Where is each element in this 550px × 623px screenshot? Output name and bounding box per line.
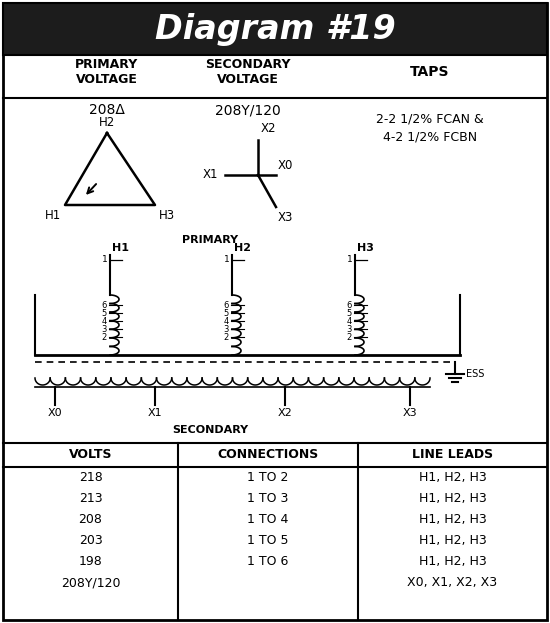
Text: SECONDARY: SECONDARY	[172, 425, 248, 435]
Text: 2: 2	[102, 333, 107, 341]
Text: 198: 198	[79, 555, 102, 568]
Text: 1 TO 5: 1 TO 5	[248, 534, 289, 547]
Text: H1, H2, H3: H1, H2, H3	[419, 534, 486, 547]
Text: H2: H2	[234, 243, 251, 253]
Text: H1, H2, H3: H1, H2, H3	[419, 555, 486, 568]
Text: SECONDARY
VOLTAGE: SECONDARY VOLTAGE	[205, 58, 291, 86]
Bar	[3, 3, 547, 55]
Text: X1: X1	[148, 408, 162, 418]
Text: Diagram #19: Diagram #19	[155, 12, 395, 45]
Text: H1, H2, H3: H1, H2, H3	[419, 471, 486, 484]
Text: 208: 208	[79, 513, 102, 526]
Text: 4: 4	[346, 316, 352, 325]
Text: H3: H3	[357, 243, 374, 253]
Text: H1: H1	[112, 243, 129, 253]
Text: 2-2 1/2% FCAN &
4-2 1/2% FCBN: 2-2 1/2% FCAN & 4-2 1/2% FCBN	[376, 113, 484, 143]
Text: LINE LEADS: LINE LEADS	[412, 449, 493, 462]
Text: H1, H2, H3: H1, H2, H3	[419, 492, 486, 505]
Text: H1: H1	[45, 209, 61, 222]
Text: 6: 6	[102, 300, 107, 310]
Text: 3: 3	[224, 325, 229, 333]
Text: 4: 4	[102, 316, 107, 325]
Text: H1, H2, H3: H1, H2, H3	[419, 513, 486, 526]
Text: 5: 5	[224, 308, 229, 318]
Text: ESS: ESS	[466, 369, 485, 379]
Text: 208Y/120: 208Y/120	[215, 103, 281, 117]
Text: TAPS: TAPS	[410, 65, 450, 79]
Text: 6: 6	[224, 300, 229, 310]
Text: 1: 1	[102, 255, 108, 265]
Text: H3: H3	[159, 209, 175, 222]
Text: 3: 3	[102, 325, 107, 333]
Text: 203: 203	[79, 534, 102, 547]
Text: 6: 6	[346, 300, 352, 310]
Text: 1 TO 6: 1 TO 6	[248, 555, 289, 568]
Text: CONNECTIONS: CONNECTIONS	[217, 449, 318, 462]
Text: 208Y/120: 208Y/120	[60, 576, 120, 589]
Text: 1 TO 2: 1 TO 2	[248, 471, 289, 484]
Text: 213: 213	[79, 492, 102, 505]
Text: H2: H2	[99, 116, 115, 129]
Text: X0: X0	[48, 408, 62, 418]
Text: 1 TO 3: 1 TO 3	[248, 492, 289, 505]
Text: 3: 3	[346, 325, 352, 333]
Text: 1 TO 4: 1 TO 4	[248, 513, 289, 526]
Text: X3: X3	[403, 408, 417, 418]
Text: PRIMARY
VOLTAGE: PRIMARY VOLTAGE	[75, 58, 139, 86]
Text: X3: X3	[278, 211, 293, 224]
Text: 2: 2	[346, 333, 352, 341]
Text: 218: 218	[79, 471, 102, 484]
Text: VOLTS: VOLTS	[69, 449, 112, 462]
Text: 208Δ: 208Δ	[89, 103, 125, 117]
Text: X0: X0	[278, 159, 293, 172]
Text: 1: 1	[347, 255, 353, 265]
Text: 1: 1	[224, 255, 230, 265]
Text: X0, X1, X2, X3: X0, X1, X2, X3	[408, 576, 498, 589]
Text: 4: 4	[224, 316, 229, 325]
Text: X2: X2	[278, 408, 293, 418]
Text: X2: X2	[261, 122, 277, 135]
Text: 5: 5	[102, 308, 107, 318]
Text: 2: 2	[224, 333, 229, 341]
Text: X1: X1	[202, 168, 218, 181]
Text: 5: 5	[346, 308, 352, 318]
Text: PRIMARY: PRIMARY	[182, 235, 238, 245]
